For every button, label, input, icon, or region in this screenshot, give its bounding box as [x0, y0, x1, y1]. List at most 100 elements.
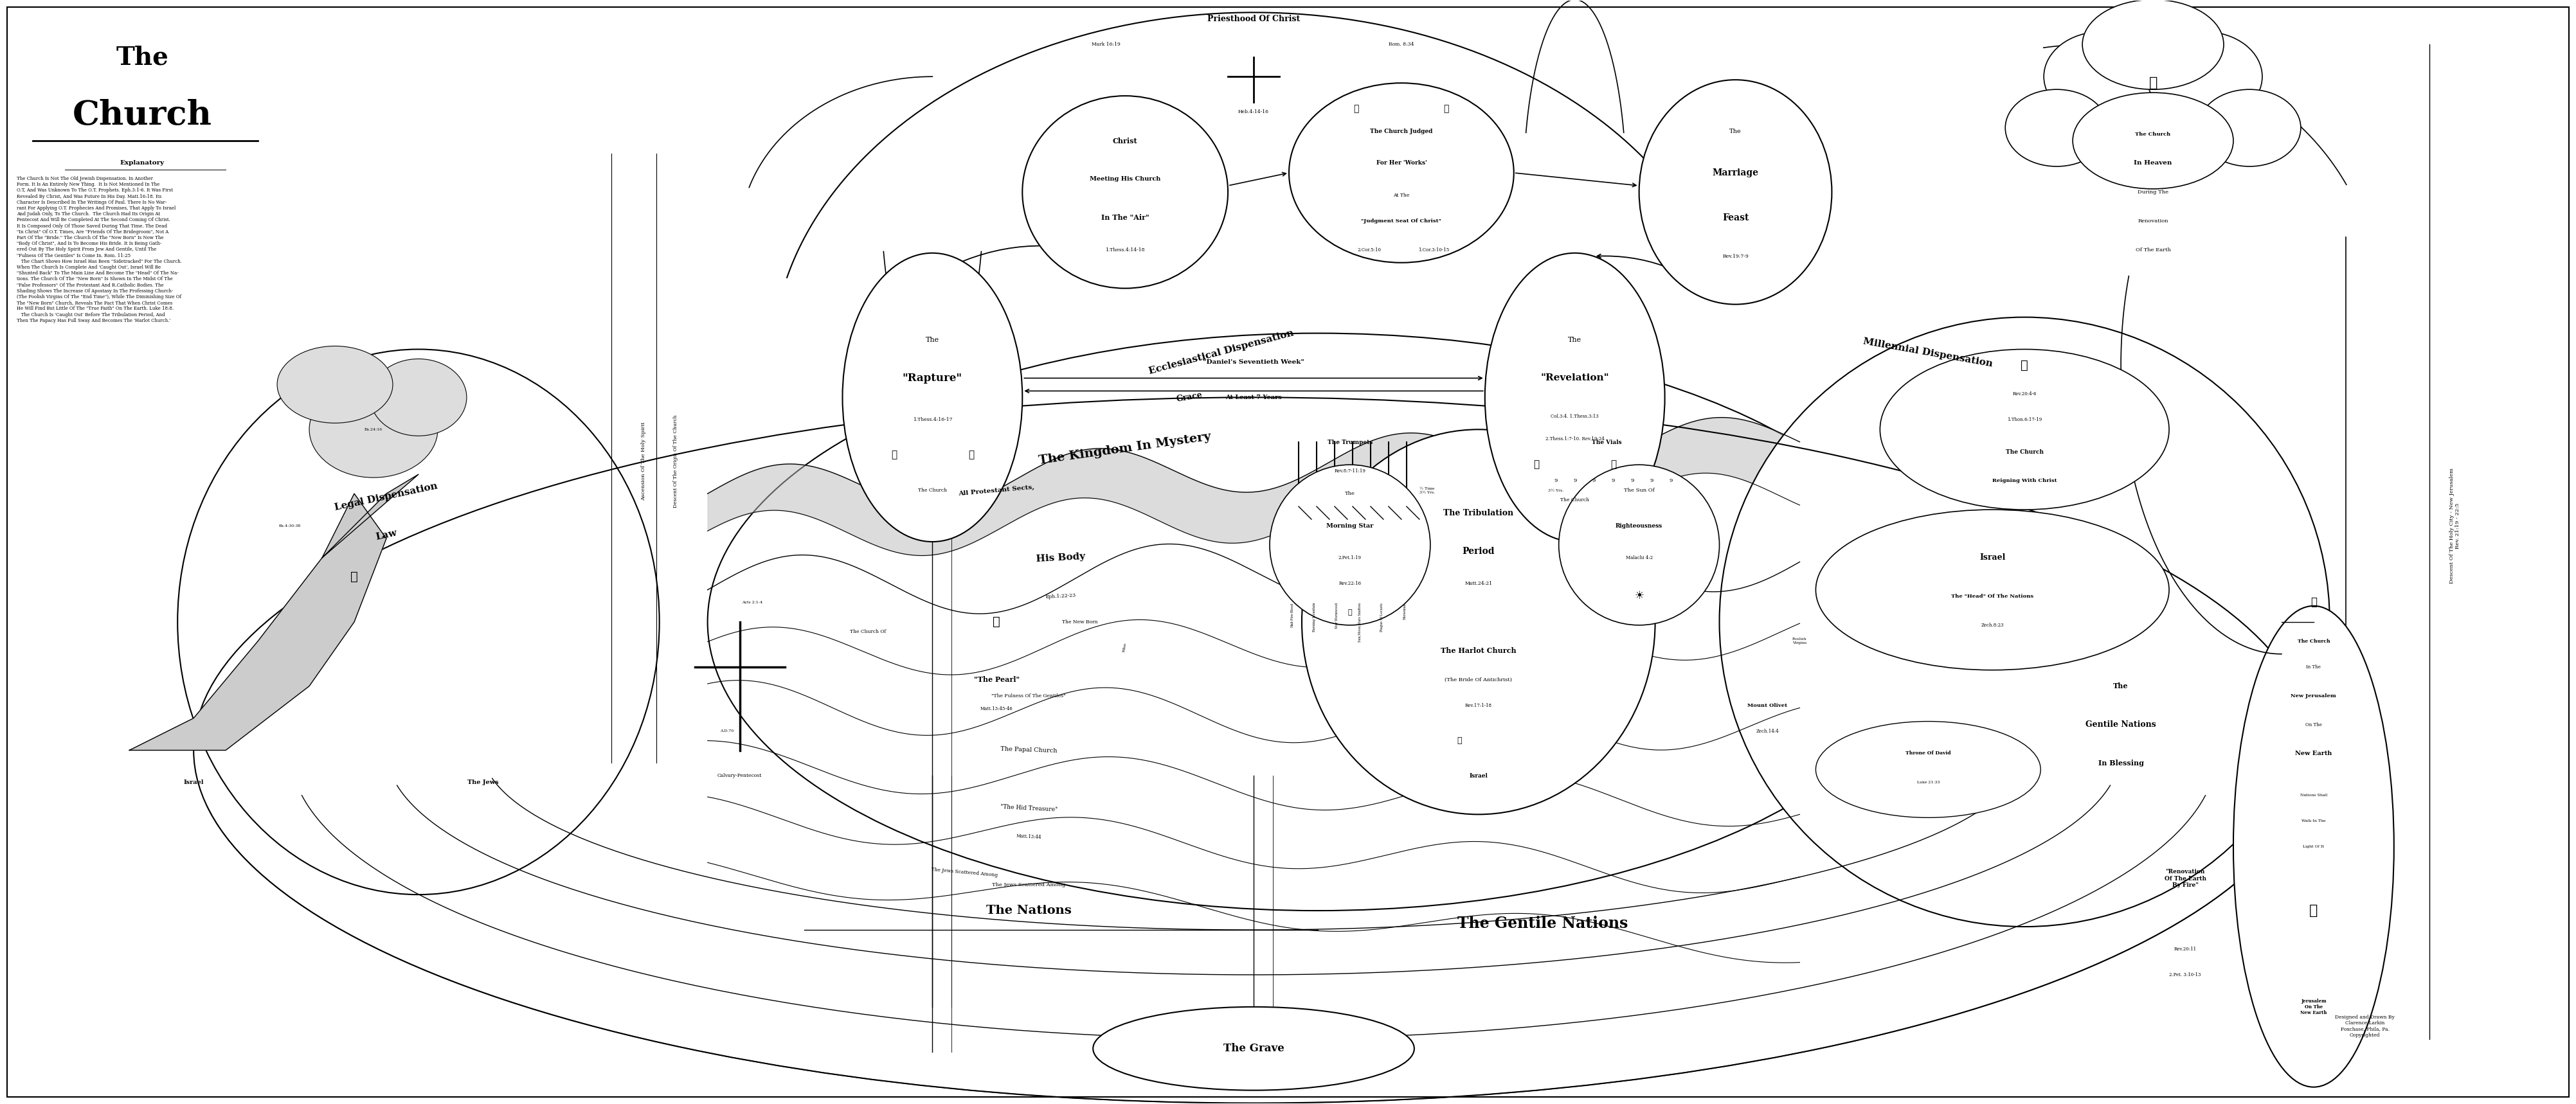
Text: Descent Of The Holy City - New Jerusalem
Rev. 21:19 - 22:5: Descent Of The Holy City - New Jerusalem…: [2450, 468, 2460, 584]
Ellipse shape: [2146, 32, 2262, 121]
Text: Burning Mountain: Burning Mountain: [1314, 603, 1316, 631]
Text: On The: On The: [2306, 722, 2321, 728]
Text: Israel: Israel: [183, 779, 204, 785]
Text: Acts 2:1-4: Acts 2:1-4: [742, 601, 762, 604]
Text: Feast: Feast: [1723, 213, 1749, 222]
Text: The Kingdom In Mystery: The Kingdom In Mystery: [1038, 431, 1213, 467]
Text: Christ: Christ: [1113, 137, 1139, 145]
Text: Morning Star: Morning Star: [1327, 523, 1373, 529]
Text: At The: At The: [1394, 193, 1409, 198]
Ellipse shape: [178, 349, 659, 894]
Text: ⛪: ⛪: [969, 450, 974, 459]
Text: The Vials: The Vials: [1592, 439, 1623, 445]
Text: In Heaven: In Heaven: [2133, 160, 2172, 166]
Text: 2.Pet. 3:10-13: 2.Pet. 3:10-13: [2169, 973, 2200, 977]
Polygon shape: [129, 475, 417, 751]
Text: Priesthood Of Christ: Priesthood Of Christ: [1208, 14, 1301, 23]
Ellipse shape: [1288, 83, 1515, 263]
Text: The: The: [1345, 491, 1355, 496]
Text: The: The: [2112, 682, 2128, 690]
Text: New Jerusalem: New Jerusalem: [2290, 693, 2336, 699]
Text: Foolish
Virgins: Foolish Virgins: [1793, 638, 1806, 645]
Text: ⛪: ⛪: [891, 450, 896, 459]
Text: Descent Of The Origin Of The Church: Descent Of The Origin Of The Church: [672, 415, 677, 508]
Text: The Church: The Church: [917, 488, 948, 493]
Text: Millennial Dispensation: Millennial Dispensation: [1862, 337, 1994, 369]
Ellipse shape: [371, 359, 466, 436]
Text: In Blessing: In Blessing: [2097, 760, 2143, 766]
Ellipse shape: [2197, 89, 2300, 167]
Text: 2.Pet.1:19: 2.Pet.1:19: [1340, 555, 1363, 561]
Text: In The "Air": In The "Air": [1100, 214, 1149, 221]
Text: The Nations: The Nations: [987, 905, 1072, 916]
Text: 1.Thess.4:16-17: 1.Thess.4:16-17: [912, 417, 953, 423]
Text: Designed and Drawn By
Clarence Larkin
Foxchase, Phila, Pa.
Copyrighted: Designed and Drawn By Clarence Larkin Fo…: [2336, 1015, 2396, 1038]
Text: Matt.24:21: Matt.24:21: [1466, 581, 1492, 586]
Ellipse shape: [1718, 317, 2329, 926]
Text: The: The: [1569, 337, 1582, 343]
Text: His Body: His Body: [1036, 552, 1084, 563]
Text: Light Of It: Light Of It: [2303, 845, 2324, 848]
Text: Legal Dispensation: Legal Dispensation: [335, 481, 438, 512]
Ellipse shape: [1638, 79, 1832, 305]
Text: "Judgment Seat Of Christ": "Judgment Seat Of Christ": [1360, 219, 1443, 223]
Text: The "Head" Of The Nations: The "Head" Of The Nations: [1950, 594, 2032, 598]
Text: Gentile Nations: Gentile Nations: [2087, 721, 2156, 729]
Text: Rev.17:1-18: Rev.17:1-18: [1466, 703, 1492, 708]
Ellipse shape: [1092, 1007, 1414, 1091]
Text: ☀: ☀: [1633, 591, 1643, 602]
Ellipse shape: [309, 381, 438, 478]
Text: "The Pearl": "The Pearl": [974, 676, 1020, 683]
Text: The Church: The Church: [2298, 638, 2329, 644]
Text: Luke 21:33: Luke 21:33: [1917, 781, 1940, 784]
Text: Righteousness: Righteousness: [1615, 523, 1662, 529]
Ellipse shape: [2004, 89, 2107, 167]
Ellipse shape: [1023, 96, 1229, 288]
Text: 👹: 👹: [1458, 736, 1461, 745]
Ellipse shape: [1484, 253, 1664, 542]
Text: (The Bride Of Antichrist): (The Bride Of Antichrist): [1445, 677, 1512, 682]
Text: Calvary-Pentecost: Calvary-Pentecost: [719, 773, 762, 778]
Text: Rev.20:4-6: Rev.20:4-6: [2012, 392, 2038, 396]
Text: 🦌: 🦌: [1443, 104, 1450, 114]
Text: Throne Of David: Throne Of David: [1906, 751, 1950, 756]
Text: ⛪: ⛪: [2311, 597, 2316, 608]
Text: 9: 9: [1592, 478, 1597, 484]
Text: Ex.24:16: Ex.24:16: [363, 428, 384, 431]
Text: The: The: [925, 337, 940, 343]
Text: Sun,Moon,Stars Smitten: Sun,Moon,Stars Smitten: [1358, 603, 1360, 641]
Text: Grace: Grace: [1175, 391, 1203, 404]
Text: The Jews: The Jews: [466, 779, 497, 785]
Text: "Rapture": "Rapture": [902, 373, 963, 383]
Text: Israel: Israel: [1468, 773, 1489, 778]
Text: "Daniel's Seventieth Week": "Daniel's Seventieth Week": [1203, 359, 1303, 365]
Text: ☩: ☩: [350, 571, 358, 583]
Text: Walk In The: Walk In The: [2300, 819, 2326, 822]
Ellipse shape: [1558, 465, 1718, 625]
Text: Wise: Wise: [1123, 643, 1128, 652]
Text: 2.Thess.1:7-10. Rev.19:24: 2.Thess.1:7-10. Rev.19:24: [1546, 436, 1605, 442]
Text: Eph.1:22-23: Eph.1:22-23: [1046, 593, 1077, 599]
Text: Star Wormwood: Star Wormwood: [1334, 603, 1340, 628]
Ellipse shape: [1880, 349, 2169, 510]
Text: For Her 'Works': For Her 'Works': [1376, 160, 1427, 166]
Ellipse shape: [708, 333, 1929, 911]
Text: Ex.4:30-38: Ex.4:30-38: [278, 524, 301, 528]
Text: The Gentile Nations: The Gentile Nations: [1458, 915, 1628, 931]
Text: ⛪: ⛪: [2148, 76, 2156, 91]
Text: At Least 7 Years: At Least 7 Years: [1226, 394, 1283, 401]
Text: "Renovation
Of The Earth
By Fire": "Renovation Of The Earth By Fire": [2164, 869, 2205, 888]
Text: The Church: The Church: [1561, 498, 1589, 502]
Text: 🦌: 🦌: [1355, 104, 1360, 114]
Text: Marriage: Marriage: [1713, 168, 1759, 178]
Text: Period: Period: [1463, 546, 1494, 555]
Text: 9: 9: [1553, 478, 1558, 484]
Ellipse shape: [1270, 465, 1430, 625]
Text: Matt.13:44: Matt.13:44: [1015, 834, 1041, 840]
Text: Mount Olivet: Mount Olivet: [1747, 703, 1788, 708]
Text: Church: Church: [72, 98, 211, 131]
Text: 🌍: 🌍: [2308, 903, 2318, 917]
Text: Of The Earth: Of The Earth: [2136, 247, 2172, 253]
Ellipse shape: [1301, 429, 1656, 815]
Text: ✦: ✦: [1347, 609, 1352, 616]
